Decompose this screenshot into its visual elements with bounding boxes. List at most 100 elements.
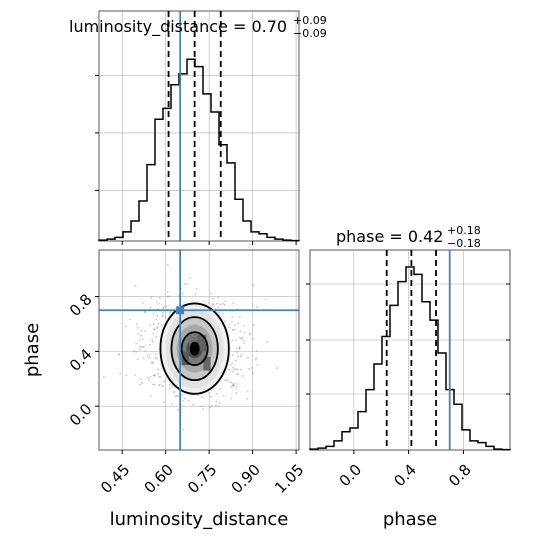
- bl-scatter-point: [168, 295, 171, 298]
- bl-scatter-point: [164, 316, 167, 319]
- bl-scatter-point: [215, 392, 218, 395]
- bl-scatter-point: [239, 348, 241, 351]
- bl-scatter-point: [247, 390, 249, 393]
- bl-scatter-point: [140, 346, 143, 348]
- bl-scatter-point: [236, 383, 239, 385]
- title-phase-text: phase = 0.42: [336, 227, 443, 246]
- bl-scatter-point: [183, 282, 186, 285]
- bl-scatter-point: [152, 332, 155, 335]
- bl-scatter-point: [240, 353, 243, 356]
- bl-scatter-point: [155, 357, 158, 360]
- bl-scatter-point: [171, 403, 174, 405]
- bl-scatter-point: [148, 354, 151, 356]
- bl-scatter-point: [153, 374, 156, 377]
- phase-histogram: [309, 266, 511, 451]
- title-luminosity-distance-plus: +0.09: [293, 14, 327, 27]
- bl-scatter-point: [139, 383, 142, 386]
- bl-scatter-point: [117, 353, 120, 356]
- bl-scatter-point: [134, 374, 136, 376]
- bl-scatter-point: [152, 313, 155, 315]
- bl-xtick-label-0: 0.45: [97, 461, 133, 497]
- bl-scatter-point: [159, 383, 161, 386]
- bl-scatter-point: [163, 401, 165, 404]
- bl-scatter-point: [141, 338, 144, 340]
- bl-scatter-point: [242, 339, 244, 342]
- bl-scatter-point: [232, 329, 234, 331]
- bl-scatter-point: [173, 391, 176, 394]
- bl-scatter-point: [249, 333, 251, 336]
- br-ticks: 0.0 0.4 0.8: [306, 283, 510, 491]
- bl-scatter-point: [242, 375, 244, 377]
- bl-scatter-point: [239, 355, 242, 358]
- bl-scatter-point: [219, 303, 222, 305]
- br-xtick-label-1: 0.4: [390, 461, 420, 491]
- bl-scatter-point: [166, 264, 169, 266]
- bl-contour-2: [170, 316, 219, 382]
- bl-scatter-point: [154, 353, 157, 356]
- bl-scatter-point: [156, 301, 158, 303]
- bl-scatter-point: [158, 384, 160, 386]
- bl-scatter-point: [231, 328, 234, 331]
- bl-scatter-point: [168, 387, 171, 390]
- bl-scatter-point: [252, 284, 255, 287]
- bl-scatter-point: [222, 395, 225, 397]
- bl-scatter-point: [153, 374, 156, 377]
- bl-scatter-point: [140, 334, 142, 337]
- bl-scatter-point: [161, 385, 164, 387]
- bl-scatter-point: [224, 320, 227, 323]
- bl-scatter-point: [154, 357, 157, 359]
- bl-scatter-point: [230, 381, 233, 384]
- bl-scatter-point: [239, 330, 242, 333]
- bl-scatter-point: [216, 302, 218, 305]
- bl-contour-1: [180, 331, 209, 366]
- bl-scatter-point: [152, 374, 155, 376]
- bl-scatter-point: [233, 384, 235, 386]
- bl-scatter-point: [228, 380, 231, 383]
- bl-scatter-point: [209, 395, 212, 398]
- bl-scatter-point: [137, 332, 140, 335]
- bl-scatter-point: [157, 368, 160, 371]
- bl-xtick-label-4: 1.05: [271, 461, 307, 497]
- bl-scatter-point: [246, 397, 249, 400]
- bl-scatter-point: [139, 378, 142, 381]
- bl-scatter-point: [156, 325, 159, 328]
- bl-scatter-point: [118, 353, 120, 356]
- bl-scatter-point: [154, 328, 157, 330]
- bl-scatter-point: [249, 332, 252, 335]
- bl-scatter-point: [129, 318, 131, 321]
- bl-scatter-point: [232, 368, 235, 371]
- bl-scatter-point: [233, 384, 235, 387]
- bl-scatter-point: [209, 292, 212, 295]
- bl-scatter-point: [250, 367, 253, 369]
- bl-scatter-point: [177, 295, 180, 297]
- bl-scatter-point: [152, 362, 154, 364]
- bl-scatter-point: [162, 385, 165, 387]
- bl-scatter-point: [187, 399, 190, 402]
- bl-scatter-point: [163, 306, 165, 309]
- bl-scatter-point: [234, 328, 236, 331]
- bl-scatter-point: [141, 381, 144, 384]
- bl-ytick-label-1: 0.4: [66, 345, 96, 375]
- bl-scatter-point: [182, 400, 185, 402]
- bl-scatter-point: [162, 314, 165, 317]
- bl-scatter-point: [253, 324, 256, 327]
- bl-scatter-point: [231, 362, 233, 364]
- bl-scatter-point: [156, 327, 159, 329]
- bl-scatter-point: [251, 372, 254, 375]
- bl-scatter-point: [162, 307, 165, 310]
- title-luminosity-distance-text: luminosity_distance = 0.70: [69, 17, 287, 37]
- bl-scatter-point: [200, 395, 203, 398]
- bl-scatter-point: [144, 329, 147, 332]
- bl-scatter-point: [226, 379, 228, 382]
- bl-scatter-point: [217, 296, 220, 299]
- bl-scatter-point: [174, 395, 177, 398]
- bl-scatter-point: [157, 303, 160, 305]
- x-axis-label-phase: phase: [383, 509, 437, 530]
- bl-scatter-point: [237, 372, 240, 375]
- bl-scatter-point: [151, 340, 154, 343]
- bl-scatter-point: [247, 356, 249, 359]
- br-frame: [309, 249, 511, 451]
- bl-scatter-point: [238, 316, 241, 319]
- bl-scatter-point: [140, 330, 143, 332]
